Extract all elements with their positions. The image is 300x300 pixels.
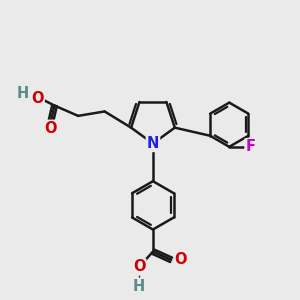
Text: H: H bbox=[133, 279, 145, 294]
Text: N: N bbox=[147, 136, 159, 151]
Text: H: H bbox=[16, 86, 28, 101]
Text: O: O bbox=[133, 260, 146, 274]
Text: O: O bbox=[31, 91, 44, 106]
Text: F: F bbox=[245, 139, 256, 154]
Text: O: O bbox=[175, 252, 187, 267]
Text: O: O bbox=[44, 121, 56, 136]
